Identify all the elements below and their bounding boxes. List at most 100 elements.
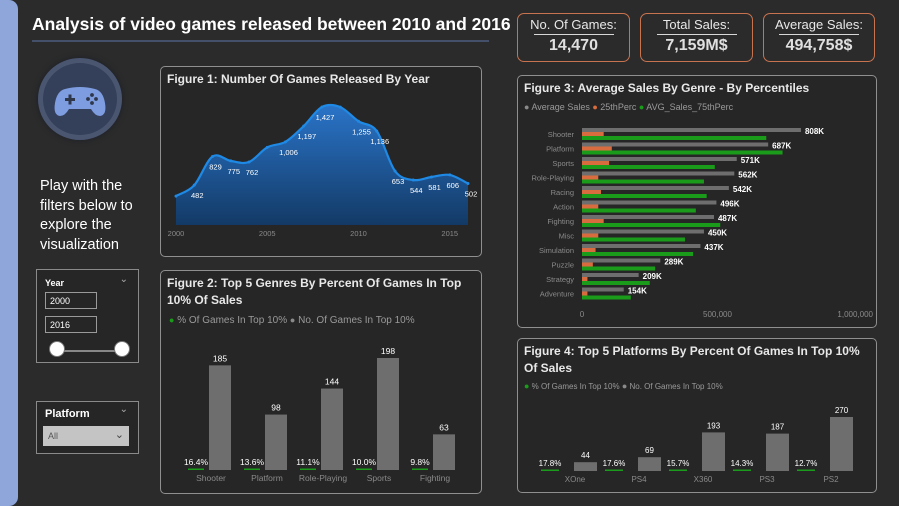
category-label: Simulation <box>539 246 574 255</box>
bar-average[interactable] <box>582 244 701 248</box>
data-point[interactable] <box>302 124 306 128</box>
bar-75th[interactable] <box>582 295 631 300</box>
percent-bar[interactable] <box>188 468 204 471</box>
percent-bar[interactable] <box>244 468 260 471</box>
percent-bar[interactable] <box>412 468 428 471</box>
bar[interactable] <box>574 462 597 471</box>
bar-75th[interactable] <box>582 208 696 213</box>
bar-25th[interactable] <box>582 248 596 252</box>
figure-2-legend[interactable]: ● % Of Games In Top 10% ● No. Of Games I… <box>169 315 415 326</box>
bar[interactable] <box>702 432 725 471</box>
percent-bar[interactable] <box>669 469 687 472</box>
bar-25th[interactable] <box>582 175 599 180</box>
bar-25th[interactable] <box>582 262 593 267</box>
figure-4-legend[interactable]: ● % Of Games In Top 10% ● No. Of Games I… <box>524 381 723 391</box>
bar-25th[interactable] <box>582 277 588 281</box>
figure-2-title: Figure 2: Top 5 Genres By Percent Of Gam… <box>167 275 461 309</box>
bar[interactable] <box>321 388 343 470</box>
bar-75th[interactable] <box>582 223 721 227</box>
bar-average[interactable] <box>582 142 769 147</box>
bar-25th[interactable] <box>582 132 604 136</box>
bar[interactable] <box>377 358 399 470</box>
year-to-input[interactable]: 2016 <box>45 316 97 333</box>
kpi-label: No. Of Games: <box>530 17 617 32</box>
percent-bar[interactable] <box>605 469 623 472</box>
bar-25th[interactable] <box>582 146 612 151</box>
percent-bar[interactable] <box>356 468 372 471</box>
bar-average[interactable] <box>582 287 624 292</box>
bar-average[interactable] <box>582 186 729 190</box>
category-label: Platform <box>546 145 574 154</box>
bar[interactable] <box>209 365 231 470</box>
platform-slicer[interactable]: Platform ⌄ All ⌄ <box>36 401 139 454</box>
percent-bar[interactable] <box>541 469 559 472</box>
percent-bar[interactable] <box>300 468 316 471</box>
category-label: Adventure <box>540 290 574 299</box>
bar-25th[interactable] <box>582 219 604 223</box>
category-label: Fighting <box>547 217 574 226</box>
bar-average[interactable] <box>582 200 717 205</box>
percent-bar[interactable] <box>797 469 815 472</box>
year-slider-start-handle[interactable] <box>49 341 65 357</box>
data-label: 1,197 <box>297 132 316 141</box>
bar-75th[interactable] <box>582 237 685 242</box>
data-point[interactable] <box>211 154 214 158</box>
bar-75th[interactable] <box>582 136 767 140</box>
data-point[interactable] <box>430 175 433 179</box>
year-slider-end-handle[interactable] <box>114 341 130 357</box>
data-label: 1,006 <box>279 148 298 157</box>
bar-75th[interactable] <box>582 150 783 155</box>
percent-label: 16.4% <box>184 457 209 467</box>
data-point[interactable] <box>448 173 452 177</box>
bar-25th[interactable] <box>582 190 601 194</box>
data-point[interactable] <box>375 129 379 133</box>
bar-25th[interactable] <box>582 233 599 238</box>
year-from-input[interactable]: 2000 <box>45 292 97 309</box>
data-point[interactable] <box>357 119 360 123</box>
bar-25th[interactable] <box>582 204 599 209</box>
bar-75th[interactable] <box>582 194 707 198</box>
bar[interactable] <box>265 414 287 470</box>
data-point[interactable] <box>265 145 269 149</box>
percent-bar[interactable] <box>733 469 751 472</box>
percent-label: 9.8% <box>410 457 430 467</box>
bar-average[interactable] <box>582 157 737 161</box>
data-point[interactable] <box>284 140 287 144</box>
data-point[interactable] <box>338 105 342 109</box>
bar-75th[interactable] <box>582 165 715 169</box>
x-tick-label: 2010 <box>350 229 367 238</box>
data-point[interactable] <box>320 105 324 109</box>
data-point[interactable] <box>247 160 251 164</box>
bar-75th[interactable] <box>582 179 704 184</box>
data-point[interactable] <box>192 183 196 187</box>
data-point[interactable] <box>229 159 233 163</box>
bar-75th[interactable] <box>582 266 656 271</box>
legend-label: AVG_Sales_75thPerc <box>646 102 734 112</box>
figure-3-legend[interactable]: ● Average Sales ● 25thPerc ● AVG_Sales_7… <box>524 102 733 112</box>
year-slicer[interactable]: Year ⌄ 2000 2016 <box>36 269 139 363</box>
data-point[interactable] <box>393 169 397 173</box>
data-point[interactable] <box>174 194 178 198</box>
bar-average[interactable] <box>582 229 704 234</box>
chevron-down-icon[interactable]: ⌄ <box>119 404 128 415</box>
bar-average[interactable] <box>582 128 801 132</box>
data-point[interactable] <box>411 178 415 182</box>
bar-25th[interactable] <box>582 291 588 296</box>
category-label: Strategy <box>546 275 574 284</box>
bar-75th[interactable] <box>582 281 650 285</box>
bar-75th[interactable] <box>582 252 694 256</box>
chevron-down-icon[interactable]: ⌄ <box>119 274 128 285</box>
bar-25th[interactable] <box>582 161 610 165</box>
data-point[interactable] <box>466 182 470 186</box>
platform-dropdown[interactable]: All ⌄ <box>43 426 129 446</box>
bar-average[interactable] <box>582 258 661 263</box>
bar[interactable] <box>830 417 853 471</box>
bar[interactable] <box>766 433 789 471</box>
bar-average[interactable] <box>582 273 639 277</box>
bar[interactable] <box>638 457 661 471</box>
figure-4-panel: Figure 4: Top 5 Platforms By Percent Of … <box>517 338 877 493</box>
year-slider-track[interactable] <box>56 350 122 352</box>
bar[interactable] <box>433 434 455 470</box>
bar-average[interactable] <box>582 171 735 176</box>
bar-average[interactable] <box>582 215 714 219</box>
